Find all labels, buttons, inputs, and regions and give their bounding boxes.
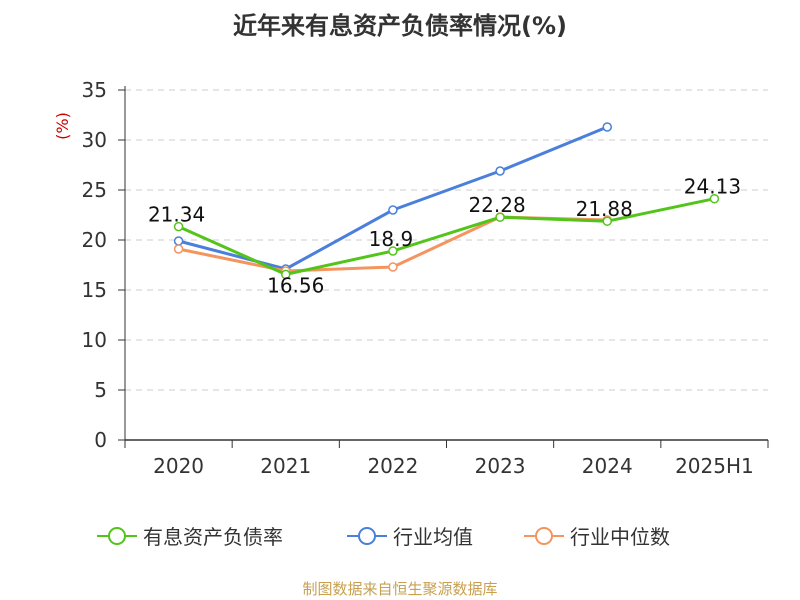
y-tick-label: 35 xyxy=(82,78,107,102)
data-point-1 xyxy=(173,221,184,232)
data-point-1 xyxy=(495,212,505,222)
x-tick-label: 2021 xyxy=(260,454,311,478)
x-tick-label: 2020 xyxy=(153,454,204,478)
y-tick-label: 0 xyxy=(94,428,107,452)
y-tick-label: 5 xyxy=(94,378,107,402)
data-point-2 xyxy=(388,205,398,215)
x-tick-label: 2023 xyxy=(475,454,526,478)
legend-label-2: 行业均值 xyxy=(393,525,473,549)
legend-item-2[interactable]: 行业均值 xyxy=(347,521,473,550)
legend-marker-2 xyxy=(347,526,387,545)
y-tick-label: 15 xyxy=(82,278,107,302)
data-point-1 xyxy=(388,246,398,256)
legend-marker-1 xyxy=(97,526,137,545)
legend-label-3: 行业中位数 xyxy=(570,525,670,549)
data-point-2 xyxy=(173,236,184,246)
legend-item-3[interactable]: 行业中位数 xyxy=(524,521,670,550)
data-label: 18.9 xyxy=(369,227,414,251)
source-note: 制图数据来自恒生聚源数据库 xyxy=(302,580,498,598)
data-label: 16.56 xyxy=(267,273,324,297)
data-point-1 xyxy=(281,269,291,280)
y-tick-label: 30 xyxy=(82,128,107,152)
y-tick-label: 10 xyxy=(82,328,107,352)
data-label: 22.28 xyxy=(468,193,525,217)
data-point-2 xyxy=(495,166,505,176)
data-label: 21.88 xyxy=(576,197,633,221)
x-tick-label: 2024 xyxy=(582,454,633,478)
data-point-1 xyxy=(709,193,720,204)
x-tick-label: 2022 xyxy=(367,454,418,478)
data-point-3 xyxy=(388,262,398,272)
data-point-3 xyxy=(173,244,184,254)
chart-title: 近年来有息资产负债率情况(%) xyxy=(233,12,567,40)
y-tick-label: 20 xyxy=(82,228,107,252)
legend-item-1[interactable]: 有息资产负债率 xyxy=(97,521,283,550)
y-tick-label: 25 xyxy=(82,178,107,202)
series-line-1 xyxy=(177,197,715,276)
data-point-2 xyxy=(602,122,612,132)
y-axis-label: (%) xyxy=(53,112,72,140)
legend-marker-3 xyxy=(524,526,564,545)
data-point-1 xyxy=(602,216,612,226)
x-tick-label: 2025H1 xyxy=(675,454,754,478)
data-label: 21.34 xyxy=(148,203,205,227)
data-label: 24.13 xyxy=(684,175,741,199)
legend-label-1: 有息资产负债率 xyxy=(143,525,283,549)
